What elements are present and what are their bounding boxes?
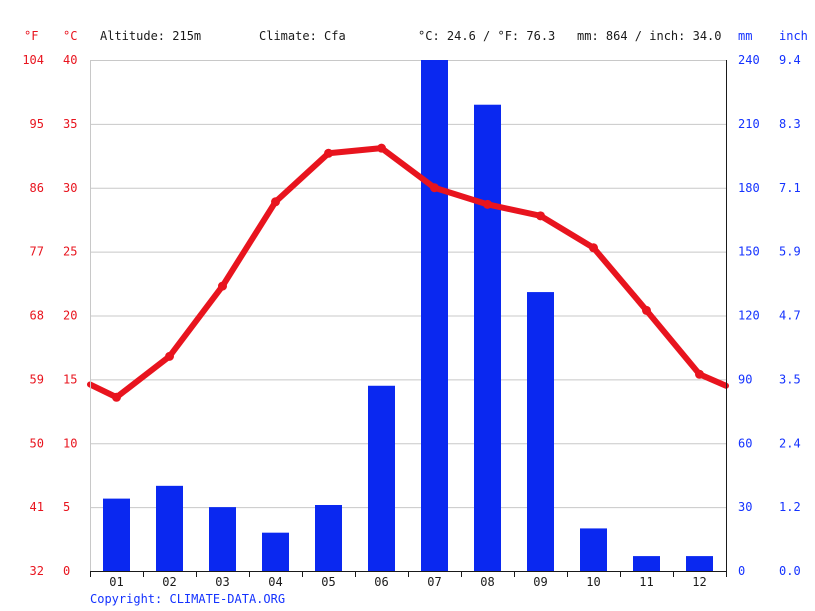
precipitation-bar bbox=[262, 532, 289, 571]
fahrenheit-tick-label: 59 bbox=[30, 372, 44, 386]
temperature-point bbox=[377, 143, 386, 153]
temperature-line bbox=[87, 143, 729, 402]
temperature-point bbox=[430, 183, 439, 193]
precipitation-total-label: mm: 864 / inch: 34.0 bbox=[577, 29, 722, 43]
mm-tick-label: 240 bbox=[738, 53, 760, 67]
month-tick-label: 02 bbox=[162, 575, 176, 589]
temperature-point bbox=[695, 369, 704, 379]
temperature-point bbox=[112, 392, 121, 402]
celsius-tick-label: 40 bbox=[63, 53, 77, 67]
inch-tick-label: 7.1 bbox=[779, 181, 801, 195]
inch-tick-label: 3.5 bbox=[779, 372, 801, 386]
celsius-tick-label: 0 bbox=[63, 564, 70, 578]
month-tick-label: 01 bbox=[109, 575, 123, 589]
precipitation-bar bbox=[633, 556, 660, 571]
month-tick-label: 07 bbox=[427, 575, 441, 589]
axes bbox=[90, 60, 727, 577]
month-tick-label: 11 bbox=[639, 575, 653, 589]
celsius-tick-label: 20 bbox=[63, 309, 77, 323]
mm-unit-label: mm bbox=[738, 29, 752, 43]
precipitation-bar bbox=[103, 498, 130, 571]
precipitation-bar bbox=[315, 504, 342, 571]
inch-tick-label: 1.2 bbox=[779, 500, 801, 514]
fahrenheit-tick-label: 77 bbox=[30, 245, 44, 259]
precipitation-bar bbox=[527, 292, 554, 571]
celsius-tick-label: 25 bbox=[63, 245, 77, 259]
inch-tick-label: 0.0 bbox=[779, 564, 801, 578]
precipitation-bars bbox=[103, 60, 713, 572]
precipitation-bar bbox=[421, 60, 448, 571]
copyright-text[interactable]: Copyright: CLIMATE-DATA.ORG bbox=[90, 592, 285, 606]
month-tick-label: 03 bbox=[215, 575, 229, 589]
precipitation-bar bbox=[580, 528, 607, 571]
mm-tick-label: 30 bbox=[738, 500, 752, 514]
inch-tick-label: 9.4 bbox=[779, 53, 801, 67]
month-tick-label: 08 bbox=[480, 575, 494, 589]
climate-label: Climate: Cfa bbox=[259, 29, 346, 43]
month-tick-label: 10 bbox=[586, 575, 600, 589]
inch-tick-label: 5.9 bbox=[779, 245, 801, 259]
precipitation-bar bbox=[686, 556, 713, 571]
mm-tick-label: 210 bbox=[738, 117, 760, 131]
mm-tick-label: 0 bbox=[738, 564, 745, 578]
celsius-tick-label: 5 bbox=[63, 500, 70, 514]
precipitation-bar bbox=[156, 485, 183, 571]
precipitation-bar bbox=[368, 385, 395, 571]
x-tick-labels: 01 02 03 04 05 06 07 08 09 10 11 12 bbox=[90, 571, 707, 589]
inch-tick-label: 2.4 bbox=[779, 436, 801, 450]
temperature-point bbox=[642, 305, 651, 315]
month-tick-label: 09 bbox=[533, 575, 547, 589]
fahrenheit-unit-label: °F bbox=[24, 29, 38, 43]
precipitation-bar bbox=[209, 507, 236, 571]
fahrenheit-tick-label: 50 bbox=[30, 436, 44, 450]
y-tick-labels: 32 0 0 0.0 41 5 30 1.2 50 10 60 2.4 59 15 90 3.5 68 20 120… bbox=[22, 53, 800, 578]
month-tick-label: 04 bbox=[268, 575, 282, 589]
celsius-tick-label: 35 bbox=[63, 117, 77, 131]
month-tick-label: 05 bbox=[321, 575, 335, 589]
temperature-point bbox=[218, 281, 227, 291]
fahrenheit-tick-label: 32 bbox=[30, 564, 44, 578]
temperature-point bbox=[165, 351, 174, 361]
mm-tick-label: 90 bbox=[738, 372, 752, 386]
inch-tick-label: 4.7 bbox=[779, 309, 801, 323]
celsius-tick-label: 10 bbox=[63, 436, 77, 450]
fahrenheit-tick-label: 41 bbox=[30, 500, 44, 514]
fahrenheit-tick-label: 95 bbox=[30, 117, 44, 131]
month-tick-label: 12 bbox=[692, 575, 706, 589]
temperature-point bbox=[324, 148, 333, 158]
celsius-tick-label: 15 bbox=[63, 372, 77, 386]
temperature-line-path bbox=[87, 145, 729, 401]
average-temperature-label: °C: 24.6 / °F: 76.3 bbox=[418, 29, 555, 43]
temperature-point bbox=[483, 199, 492, 209]
precipitation-bar bbox=[474, 104, 501, 572]
fahrenheit-tick-label: 86 bbox=[30, 181, 44, 195]
mm-tick-label: 120 bbox=[738, 309, 760, 323]
fahrenheit-tick-label: 68 bbox=[30, 309, 44, 323]
celsius-unit-label: °C bbox=[63, 29, 77, 43]
temperature-point bbox=[271, 197, 280, 207]
altitude-label: Altitude: 215m bbox=[100, 29, 201, 43]
inch-unit-label: inch bbox=[779, 29, 808, 43]
mm-tick-label: 60 bbox=[738, 436, 752, 450]
fahrenheit-tick-label: 104 bbox=[22, 53, 44, 67]
mm-tick-label: 180 bbox=[738, 181, 760, 195]
temperature-point bbox=[536, 211, 545, 221]
celsius-tick-label: 30 bbox=[63, 181, 77, 195]
month-tick-label: 06 bbox=[374, 575, 388, 589]
temperature-point bbox=[589, 243, 598, 253]
inch-tick-label: 8.3 bbox=[779, 117, 801, 131]
mm-tick-label: 150 bbox=[738, 245, 760, 259]
gridlines bbox=[90, 60, 726, 509]
